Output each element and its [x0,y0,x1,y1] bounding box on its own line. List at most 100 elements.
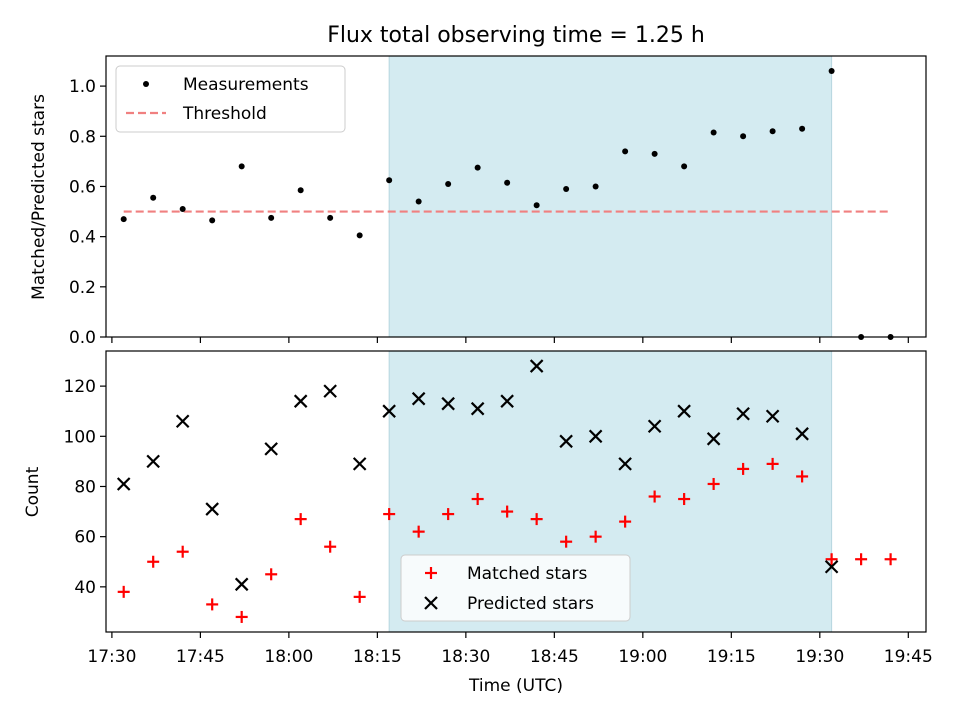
predicted-star-stroke [824,559,839,574]
matched-star-point [796,470,809,483]
x-tick-label: 18:45 [530,647,579,667]
predicted-star-stroke [618,457,632,471]
predicted-star-point [470,401,485,416]
matched-star-point [147,555,160,568]
matched-star-point [176,545,189,558]
bottom-y-ticks: 40 60 80 100 120 [64,377,106,598]
predicted-star-point [765,409,780,424]
top-observing-window-shade [388,55,833,338]
bottom-legend: Matched stars Predicted stars [400,554,631,622]
measurement-point [150,194,157,201]
matched-star-point [884,553,897,566]
measurements-layer [120,68,894,340]
matched-star-point [737,462,750,475]
x-tick-label: 19:45 [884,647,933,667]
predicted-star-stroke [588,429,603,444]
measurement-point [533,202,540,209]
bottom-x-ticks: 17:30 17:45 18:00 18:15 18:30 18:45 19:00 19:15… [87,632,933,667]
predicted-star-stroke [382,404,396,418]
x-tick-label: 18:00 [264,647,313,667]
x-tick-label: 19:15 [707,647,756,667]
predicted-star-stroke [677,404,691,418]
predicted-star-point [647,419,662,434]
top-y-tick-label: 0.8 [69,127,96,147]
predicted-star-point [441,396,455,411]
predicted-star-point [529,359,544,373]
matched-star-point [589,530,602,543]
matched-star-point [117,585,130,598]
matched-star-point [619,515,632,528]
top-legend: Measurements Threshold [115,65,346,133]
x-tick-label: 17:30 [87,647,136,667]
predicted-star-stroke [146,454,160,469]
matched-star-point [560,535,573,548]
measurement-point [592,183,599,190]
top-x-ticks [111,337,909,343]
measurement-point [681,163,688,170]
measurement-point [415,198,422,205]
predicted-star-point [736,406,750,421]
measurement-point [445,180,452,187]
matched-star-point [353,590,366,603]
predicted-star-point [264,442,278,456]
top-y-tick-label: 0.6 [69,177,96,197]
measurement-point [238,163,245,170]
matched-star-point [294,513,307,526]
predicted-star-point [205,502,219,516]
measurement-point [297,187,304,194]
bottom-y-tick-label: 60 [74,528,96,548]
predicted-star-point [677,404,691,418]
matched-star-point [265,568,278,581]
top-y-tick-label: 0.0 [69,328,96,348]
predicted-star-point [411,391,426,406]
legend-predicted-label: Predicted stars [467,594,594,614]
legend-predicted-marker [424,596,438,610]
matched-star-point [235,610,248,623]
measurement-point [563,185,570,192]
x-tick-label: 19:00 [618,647,667,667]
counts-layer [116,359,897,623]
predicted-star-stroke [559,434,573,449]
x-tick-label: 17:45 [176,647,225,667]
predicted-star-stroke [529,359,544,373]
predicted-star-stroke [175,414,190,429]
measurement-point [474,164,481,171]
legend-matched-label: Matched stars [467,564,587,584]
matched-star-point [471,493,484,506]
measurement-point [120,216,127,223]
legend-matched-marker [425,567,437,579]
measurement-point [799,125,806,132]
measurement-point [769,128,776,135]
predicted-star-point [795,427,809,441]
predicted-star-point [352,457,367,471]
x-tick-label: 18:30 [441,647,490,667]
matched-star-point [707,477,720,490]
top-y-tick-label: 0.4 [69,228,96,248]
predicted-star-stroke [470,401,485,416]
bottom-y-tick-label: 120 [64,377,96,397]
legend-threshold-label: Threshold [182,104,267,124]
measurement-point [356,232,363,239]
predicted-star-stroke [323,384,337,398]
x-tick-label: 19:30 [795,647,844,667]
predicted-star-point [234,577,249,592]
bottom-y-tick-label: 40 [74,578,96,598]
measurement-point [740,133,747,140]
predicted-star-point [824,559,839,574]
matched-star-point [766,457,779,470]
predicted-star-stroke [441,396,455,411]
predicted-star-stroke [411,391,426,406]
predicted-star-point [382,404,396,418]
bottom-y-axis-label: Count [23,466,43,517]
top-y-axis-label: Matched/Predicted stars [29,94,49,300]
matched-star-point [442,508,455,521]
measurement-point [386,177,393,184]
predicted-star-stroke [205,502,219,516]
predicted-star-stroke [765,409,780,424]
bottom-legend-box [400,554,631,622]
bottom-panel: 40 60 80 100 120 17:30 17:45 18:00 18:15 18:30 18… [23,350,933,696]
predicted-star-point [588,429,603,444]
x-axis-label: Time (UTC) [468,676,563,696]
bottom-y-tick-label: 100 [64,427,96,447]
